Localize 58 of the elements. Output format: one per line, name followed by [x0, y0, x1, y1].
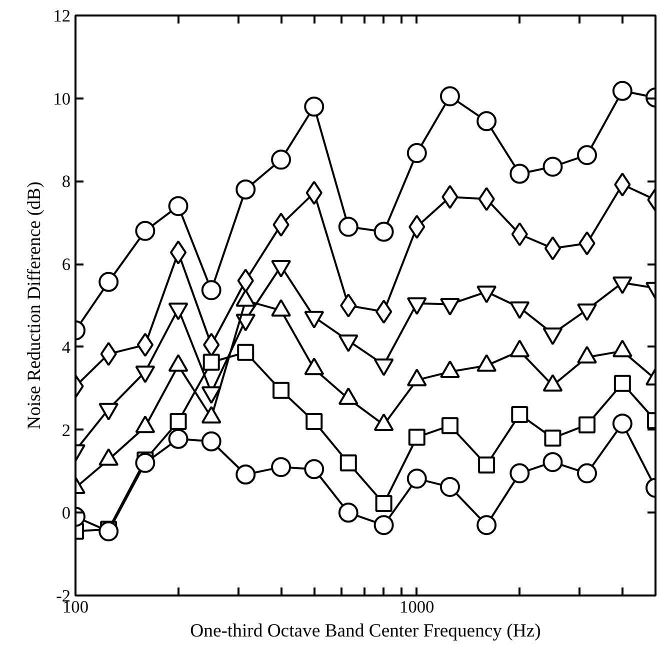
point — [510, 463, 530, 484]
point — [168, 196, 188, 216]
y-tick-label: 12 — [53, 6, 70, 26]
point — [168, 428, 188, 449]
point — [612, 414, 632, 434]
point — [544, 236, 562, 260]
point — [511, 406, 528, 423]
point — [374, 222, 394, 242]
point — [237, 344, 254, 361]
point — [98, 272, 119, 292]
point — [272, 382, 290, 399]
point — [544, 430, 562, 447]
point — [406, 143, 427, 164]
point — [304, 459, 324, 480]
point — [408, 428, 426, 446]
point — [374, 515, 394, 536]
y-tick-label: 6 — [62, 255, 71, 274]
point — [304, 96, 324, 117]
point — [441, 417, 458, 434]
point — [236, 464, 256, 485]
point — [578, 416, 596, 434]
y-tick-label: 4 — [62, 338, 71, 357]
x-axis-title: One-third Octave Band Center Frequency (Hz) — [190, 620, 541, 642]
point — [614, 374, 631, 392]
point — [135, 452, 156, 473]
y-tick-label: 0 — [62, 504, 71, 523]
point — [340, 294, 357, 318]
point — [440, 86, 460, 106]
point — [98, 521, 119, 542]
point — [136, 332, 154, 357]
point — [577, 463, 597, 484]
point — [201, 280, 222, 300]
point — [612, 80, 632, 101]
point — [406, 468, 427, 489]
point — [338, 502, 358, 523]
point — [440, 476, 460, 497]
y-axis-title: Noise Reduction Difference (dB) — [24, 182, 46, 430]
y-tick-label: 2 — [62, 420, 71, 440]
point — [202, 354, 220, 371]
point — [306, 413, 323, 430]
point — [542, 452, 563, 472]
point — [201, 431, 222, 452]
point — [375, 300, 392, 324]
point — [135, 220, 156, 241]
point — [236, 180, 256, 200]
x-tick-label: 1000 — [400, 598, 434, 616]
y-tick-label: 10 — [53, 89, 70, 108]
point — [340, 454, 357, 472]
point — [170, 240, 187, 264]
point — [542, 156, 563, 177]
point — [271, 150, 292, 170]
point — [271, 457, 292, 478]
point — [510, 164, 530, 184]
point — [577, 145, 597, 166]
point — [375, 495, 392, 512]
point — [170, 413, 187, 430]
y-tick-label: 8 — [62, 172, 71, 192]
point — [338, 216, 358, 237]
